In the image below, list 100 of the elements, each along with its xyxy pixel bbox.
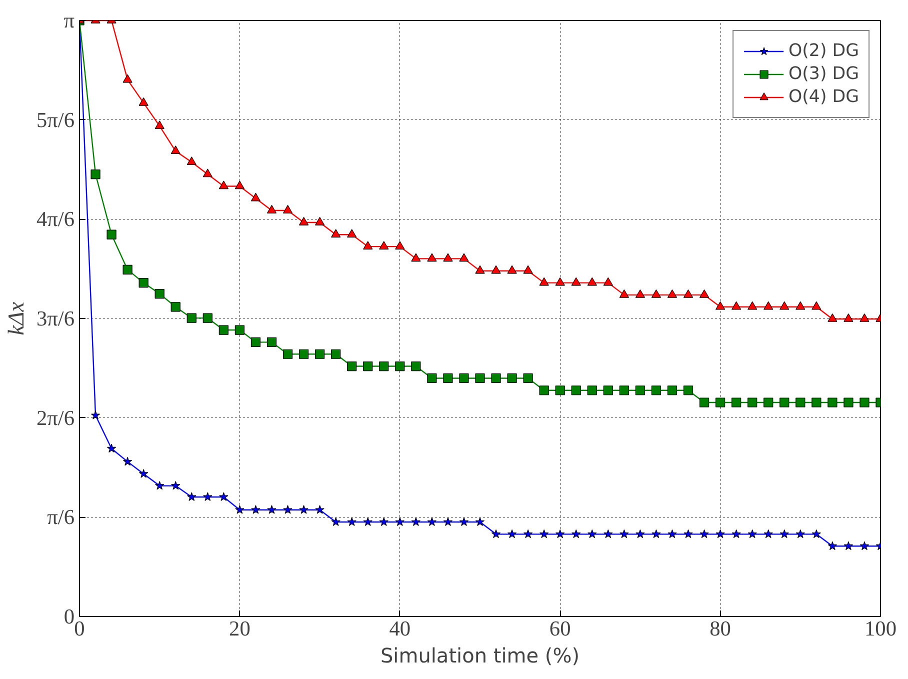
point (363, 241, 373, 250)
point (379, 241, 389, 250)
point (283, 505, 292, 514)
point (491, 265, 501, 274)
point (635, 386, 645, 396)
point (90, 410, 100, 420)
point (282, 349, 293, 359)
point (555, 277, 565, 286)
point (298, 349, 309, 359)
point (234, 325, 244, 335)
point (667, 289, 678, 298)
point (122, 456, 132, 466)
point (812, 301, 822, 310)
point (796, 529, 805, 538)
point (699, 289, 710, 298)
point (395, 361, 405, 372)
point (539, 386, 549, 396)
x-tick-label: 60 (549, 616, 571, 640)
point (796, 398, 806, 408)
point (363, 517, 372, 526)
point (331, 229, 341, 238)
point (218, 180, 228, 190)
x-tick-label: 20 (229, 616, 250, 640)
point (603, 386, 613, 396)
point (459, 373, 469, 384)
point (251, 505, 260, 514)
point (154, 289, 164, 299)
point (347, 361, 357, 372)
point (218, 325, 228, 335)
point (250, 337, 261, 347)
point (540, 529, 549, 538)
point (764, 301, 774, 310)
point (443, 517, 453, 526)
point (315, 349, 325, 359)
legend-label: O(4) DG (788, 87, 859, 107)
point (187, 492, 196, 501)
point (266, 205, 277, 214)
point (828, 398, 838, 408)
point (106, 230, 116, 240)
point (122, 264, 132, 275)
point (844, 398, 854, 408)
point (780, 529, 789, 538)
point (331, 517, 340, 526)
point (507, 373, 517, 384)
point (812, 398, 822, 408)
point (732, 529, 741, 538)
point (748, 301, 758, 310)
point (780, 398, 790, 408)
point (250, 192, 261, 202)
point (796, 301, 806, 310)
point (619, 386, 629, 396)
point (636, 529, 645, 538)
point (282, 205, 293, 214)
point (732, 398, 742, 408)
point (764, 398, 774, 408)
point (395, 517, 404, 526)
point (748, 398, 758, 408)
point (315, 505, 324, 514)
point (523, 265, 533, 274)
y-tick-label: 5π/6 (36, 108, 75, 132)
point (635, 289, 645, 298)
point (491, 529, 501, 538)
point (652, 529, 661, 538)
point (860, 314, 870, 322)
point (299, 505, 308, 514)
point (539, 277, 549, 286)
point (684, 529, 693, 538)
point (315, 216, 325, 226)
point (860, 541, 870, 550)
point (202, 168, 212, 178)
point (427, 373, 437, 384)
point (379, 517, 388, 526)
point (347, 517, 356, 526)
point (90, 169, 100, 180)
point (379, 361, 389, 372)
point (443, 373, 453, 384)
point (620, 529, 629, 538)
point (138, 97, 148, 106)
legend-label: O(2) DG (788, 41, 859, 61)
point (427, 253, 437, 262)
x-axis-title: Simulation time (%) (380, 644, 580, 668)
point (139, 469, 148, 478)
point (202, 313, 212, 323)
point (668, 529, 677, 538)
x-tick-label: 100 (864, 616, 897, 640)
point (138, 278, 148, 288)
point (555, 386, 565, 396)
point (683, 386, 694, 396)
point (603, 277, 613, 286)
point (507, 265, 517, 274)
point (411, 517, 420, 526)
point (170, 146, 180, 154)
point (234, 180, 244, 190)
point (732, 301, 742, 310)
point (459, 517, 469, 526)
y-tick-label: 3π/6 (36, 306, 75, 330)
point (523, 373, 533, 384)
point (619, 289, 629, 298)
y-axis-title: kΔx (3, 302, 28, 336)
point (411, 361, 421, 372)
